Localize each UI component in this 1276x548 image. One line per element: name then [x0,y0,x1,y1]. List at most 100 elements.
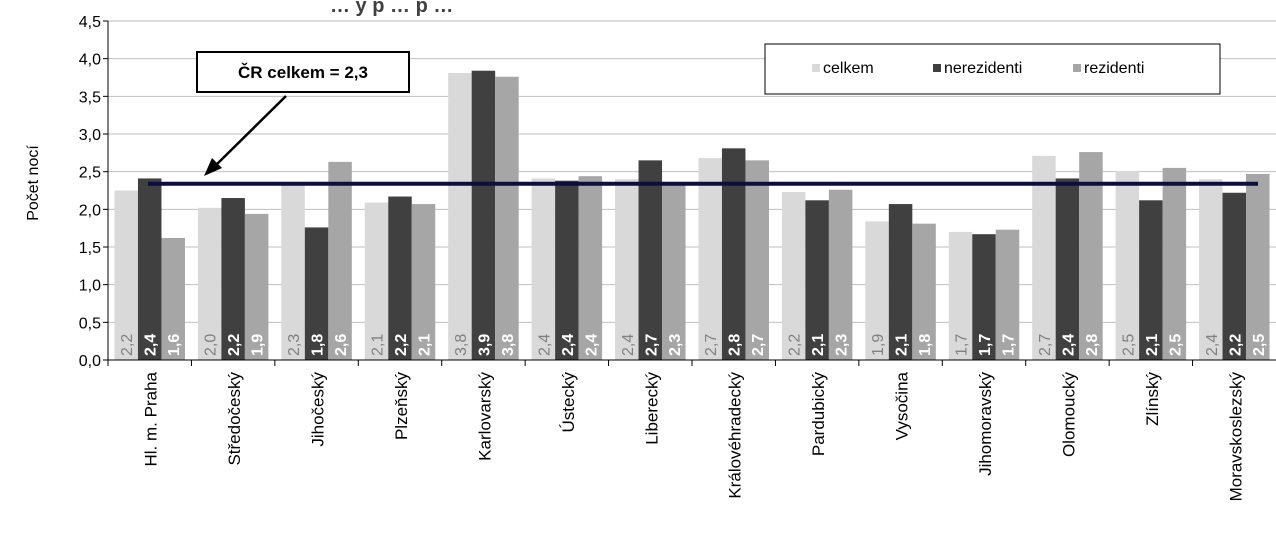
bar-nerezidenti [304,227,329,360]
data-label: 1,6 [166,334,183,356]
data-label: 2,4 [536,334,553,356]
y-tick-label: 0,5 [79,315,101,332]
data-label: 2,4 [143,334,160,356]
data-label: 2,7 [703,334,720,356]
bar-celkem [865,221,889,360]
bar-celkem [114,190,138,360]
data-label: 1,7 [1001,334,1018,356]
data-label: 2,3 [286,334,303,356]
data-label: 2,1 [894,334,911,356]
y-tick-label: 0,0 [79,353,101,370]
data-label: 2,1 [1144,334,1161,356]
data-label: 2,3 [834,334,851,356]
bar-rezidenti [912,223,936,360]
data-label: 1,9 [250,334,267,356]
x-tick-label: Jihočeský [309,372,328,447]
data-label: 3,8 [500,334,517,356]
x-tick-label: Hl. m. Praha [142,371,161,466]
bar-nerezidenti [388,196,412,360]
data-label: 1,7 [977,334,994,356]
bar-celkem [1115,170,1140,360]
bar-rezidenti [662,183,686,360]
annotation-box [196,51,410,93]
data-label: 2,6 [333,334,350,356]
data-label: 2,2 [226,334,243,356]
bars [114,70,1270,360]
data-label: 2,1 [370,334,387,356]
x-tick-label: Moravskoslezský [1226,372,1245,502]
x-tick-label: Plzeňský [392,372,411,441]
y-tick-label: 1,5 [79,240,101,257]
annotation-arrow-line [212,95,287,169]
data-label: 2,8 [1084,334,1101,356]
data-label: 3,9 [476,334,493,356]
legend-items: celkem nerezidenti rezidenti [812,60,1144,77]
bar-nerezidenti [888,204,913,360]
bar-nerezidenti [1139,200,1163,360]
bar-celkem [781,192,806,360]
bar-rezidenti [411,204,436,360]
y-tick-label: 4,5 [79,14,101,31]
data-label: 2,2 [787,334,804,356]
data-label: 1,8 [917,334,934,356]
bar-rezidenti [161,237,185,360]
y-tick-label: 1,0 [79,278,101,295]
bar-rezidenti [578,176,603,360]
data-label: 2,5 [1120,334,1137,356]
data-label: 2,4 [1204,334,1221,356]
x-tick-label: Liberecký [642,372,661,445]
bar-nerezidenti [805,200,829,360]
data-label: 1,8 [310,334,327,356]
data-label: 2,1 [417,334,434,356]
bar-rezidenti [745,160,769,360]
bar-rezidenti [1162,167,1187,360]
bar-celkem [197,207,222,360]
bar-nerezidenti [721,148,746,360]
data-label: 2,2 [393,334,410,356]
bar-nerezidenti [471,70,496,360]
data-label: 2,7 [750,334,767,356]
data-label: 1,7 [954,334,971,356]
bar-celkem [1032,155,1056,360]
y-tick-label: 3,5 [79,89,101,106]
bar-celkem [948,231,973,360]
bar-celkem [364,202,389,360]
data-label: 2,5 [1251,334,1268,356]
bar-rezidenti [995,229,1020,360]
bar-rezidenti [495,76,519,360]
x-tick-label: Zlínský [1143,372,1162,426]
bar-rezidenti [328,161,352,360]
data-label: 2,4 [620,334,637,356]
data-label: 3,8 [453,334,470,356]
x-tick-label: Královéhradecký [726,372,745,499]
chart-title: … y p … p … [330,0,453,17]
data-label: 2,1 [810,334,827,356]
y-tick-label: 3,0 [79,127,101,144]
bar-rezidenti [1079,152,1103,360]
bar-nerezidenti [137,178,162,360]
bar-nerezidenti [972,234,996,360]
data-label: 2,5 [1167,334,1184,356]
bar-celkem [1199,179,1223,360]
bar-celkem [615,179,639,360]
data-label: 2,2 [1227,334,1244,356]
y-tick-label: 2,5 [79,165,101,182]
data-label: 2,0 [203,334,220,356]
legend-label-celkem: celkem [823,60,874,77]
x-tick-label: Jihomoravský [976,372,995,476]
data-label: 2,4 [583,334,600,356]
annotation-text: ČR celkem = 2,3 [238,63,368,82]
data-label: 2,3 [667,334,684,356]
bar-celkem [531,178,556,360]
x-tick-label: Středočeský [225,372,244,466]
data-label: 2,4 [560,334,577,356]
bar-rezidenti [828,189,853,360]
bar-nerezidenti [1055,178,1080,360]
legend-swatch-nerezidenti [933,64,941,72]
x-tick-label: Ústecký [559,372,578,433]
legend-swatch-celkem [812,64,820,72]
bar-nerezidenti [1222,192,1247,360]
legend: celkem nerezidenti rezidenti [764,43,1221,95]
